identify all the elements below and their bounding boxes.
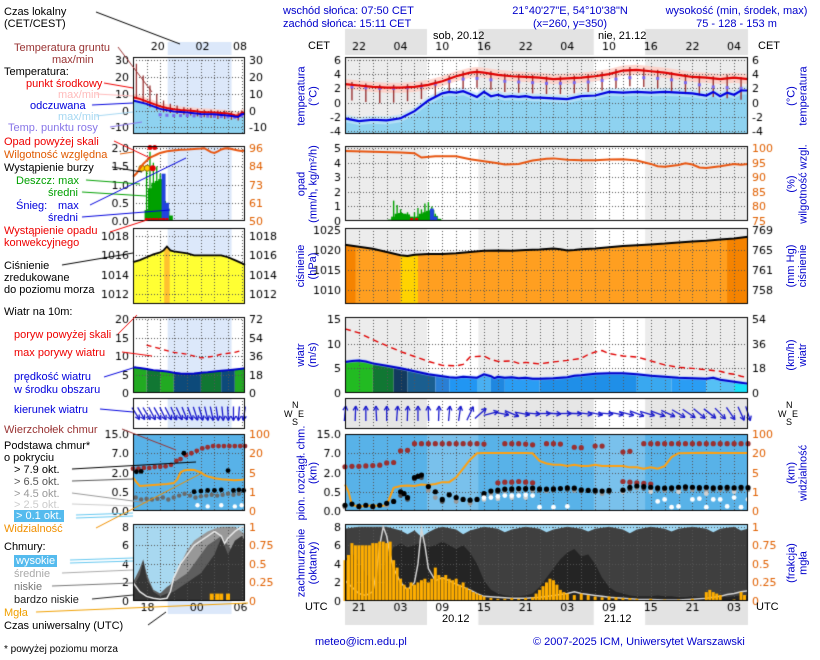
sidebar-label-temperatura-gruntu: Temperatura gruntu <box>14 42 110 54</box>
sidebar-label-max-porywy-wiatru: max porywy wiatru <box>14 347 106 359</box>
sidebar-label-czas-lokalny-line2: (CET/CEST) <box>4 18 66 30</box>
sidebar-label-chmury-wysokie: wysokie <box>14 555 58 567</box>
date1-label: 20.12 <box>442 613 470 625</box>
utc-marker-bottom-left: UTC <box>305 601 328 613</box>
sidebar-label-temperatura-header: Temperatura: <box>4 66 69 78</box>
sidebar-label-snieg-max: max <box>58 200 79 212</box>
sidebar-label-chmury-header: Chmury: <box>4 541 46 553</box>
copyright: © 2007-2025 ICM, Uniwersytet Warszawski <box>533 636 745 648</box>
sidebar-label-kierunek-wiatru: kierunek wiatru <box>14 404 88 416</box>
sunset-time: zachód słońca: 15:11 CET <box>283 18 412 30</box>
coordinates: 21°40'27"E, 54°10'38"N <box>512 5 628 17</box>
sidebar-label-temp-punktu-rosy: Temp. punktu rosy <box>8 122 98 134</box>
sidebar-label-mgla: Mgła <box>4 607 28 619</box>
sidebar-label-chmury-srednie: średnie <box>14 568 51 580</box>
altitude-values: 75 - 128 - 153 m <box>696 18 777 30</box>
sidebar-label-deszcz-sredni: średni <box>48 187 78 199</box>
sidebar-label-snieg-label: Śnieg: <box>16 200 48 212</box>
axis-title-cloud-cover-right: (frakcja) mgła <box>785 542 809 583</box>
sidebar-label-wierzcholek-chmur: Wierzchołek chmur <box>4 424 98 436</box>
grid-position: (x=260, y=350) <box>533 18 607 30</box>
axis-title-cloud-cover-left: zachmurzenie (oktanty) <box>295 528 319 597</box>
sidebar-label-poryw-powyzej-skali: poryw powyżej skali <box>14 329 112 341</box>
sidebar-label-deszcz-max: Deszcz: max <box>16 175 79 187</box>
contact-email-link[interactable]: meteo@icm.edu.pl <box>315 636 407 648</box>
sidebar-label-odczuwana: odczuwana <box>30 100 86 112</box>
day2-label: nie, 21.12 <box>598 30 647 42</box>
sidebar-label-widzialnosc: Widzialność <box>4 523 63 535</box>
altitude-label: wysokość (min, środek, max) <box>665 5 808 17</box>
sidebar-label-wystapienie-opadu-1: Wystąpienie opadu <box>4 225 98 237</box>
sidebar-label-punkt-srodkowy-maxmin: max/min <box>58 89 100 101</box>
sidebar-label-okt-01: > 0.1 okt. <box>14 510 64 522</box>
sidebar-label-odczuwana-maxmin: max/min <box>58 111 100 123</box>
sidebar-label-okt-25: > 2.5 okt. <box>14 499 60 511</box>
sidebar-label-predkosc-wiatru-1: prędkość wiatru <box>14 371 92 383</box>
sidebar-label-snieg-sredni: średni <box>48 212 78 224</box>
sidebar-label-podstawa-chmur-2: o pokryciu <box>4 452 55 464</box>
sidebar-label-cisnienie-2: zredukowane <box>4 272 70 284</box>
date2-label: 21.12 <box>604 613 632 625</box>
cet-marker-top-right: CET <box>758 40 780 52</box>
sidebar-label-podstawa-chmur-1: Podstawa chmur* <box>4 440 91 452</box>
sidebar-label-wystapienie-opadu-2: konwekcyjnego <box>4 237 80 249</box>
cet-marker-top-left: CET <box>308 40 330 52</box>
axis-title-wind-right: (km/h) wiatr <box>785 339 809 371</box>
sidebar-label-okt-45: > 4.5 okt. <box>14 488 60 500</box>
day1-label: sob, 20.12 <box>433 30 485 42</box>
sidebar-label-wilgotnosc-wzgledna: Wilgotność względna <box>4 149 108 161</box>
sidebar-label-okt-79: > 7.9 okt. <box>14 464 60 476</box>
sidebar-label-predkosc-wiatru-2: w środku obszaru <box>14 384 101 396</box>
axis-title-wind-left: wiatr (m/s) <box>295 342 319 368</box>
sidebar-label-cisnienie-1: Ciśnienie <box>4 260 50 272</box>
sidebar-label-wystapienie-burzy: Wystąpienie burzy <box>4 162 94 174</box>
sidebar-label-czas-uniwersalny: Czas uniwersalny (UTC) <box>4 620 124 632</box>
sidebar-label-cisnienie-3: do poziomu morza <box>4 284 95 296</box>
sunrise-time: wschód słońca: 07:50 CET <box>283 5 414 17</box>
sidebar-label-chmury-niskie: niskie <box>14 581 43 593</box>
sidebar-label-opad-powyzej-skali: Opad powyżej skali <box>4 136 99 148</box>
utc-marker-bottom-right: UTC <box>756 601 779 613</box>
sidebar-label-chmury-bardzo-niskie: bardzo niskie <box>14 594 79 606</box>
sidebar-label-footnote: * powyżej poziomu morza <box>4 644 118 655</box>
sidebar-label-temperatura-gruntu-maxmin: max/min <box>52 54 94 66</box>
sidebar-label-czas-lokalny-line1: Czas lokalny <box>4 6 67 18</box>
sidebar-label-wiatr-na-10m: Wiatr na 10m: <box>4 306 73 318</box>
sidebar-label-okt-65: > 6.5 okt. <box>14 476 60 488</box>
sidebar-label-punkt-srodkowy: punkt środkowy <box>26 78 103 90</box>
